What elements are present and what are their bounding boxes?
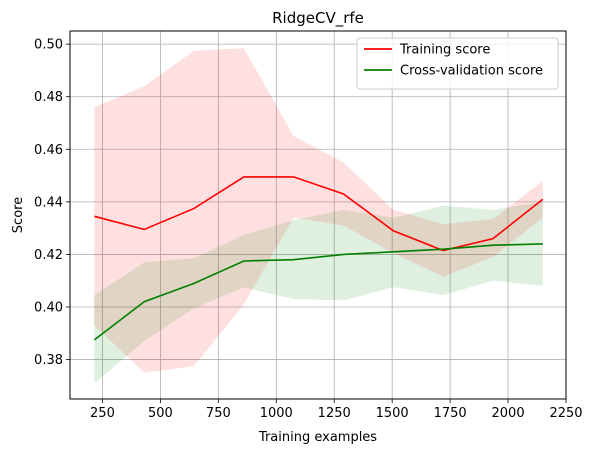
y-tick-label: 0.42: [34, 248, 63, 263]
x-tick-label: 1250: [318, 406, 351, 421]
x-tick-label: 1000: [260, 406, 293, 421]
x-tick-label: 2250: [549, 406, 582, 421]
y-tick-label: 0.40: [34, 301, 63, 316]
legend-box: [356, 37, 559, 90]
y-tick-label: 0.44: [34, 195, 63, 210]
x-axis: 250 500 750 1000 1250 1500 1750 2000 2250: [90, 399, 583, 421]
y-axis: 0.38 0.40 0.42 0.44 0.46 0.48 0.50: [34, 38, 70, 368]
x-tick-label: 500: [148, 406, 173, 421]
x-tick-label: 2000: [492, 406, 525, 421]
x-axis-label: Training examples: [258, 430, 377, 445]
cross-validation-score-line: [93, 243, 543, 341]
bands: [94, 48, 543, 384]
legend: Training score Cross-validation score: [356, 37, 559, 90]
plot-frame: [69, 30, 567, 400]
x-tick-label: 750: [206, 406, 231, 421]
y-tick-label: 0.50: [34, 38, 63, 53]
training-score-line: [94, 176, 544, 252]
x-tick-label: 1500: [376, 406, 409, 421]
y-tick-label: 0.46: [34, 143, 63, 158]
cross-validation-score-band: [94, 201, 543, 384]
y-tick-label: 0.48: [34, 90, 63, 105]
chart-title: RidgeCV_rfe: [272, 9, 364, 28]
y-tick-label: 0.38: [34, 353, 63, 368]
series-lines: [93, 176, 544, 341]
x-tick-label: 250: [90, 406, 115, 421]
legend-label-training: Training score: [399, 43, 490, 58]
training-score-band: [94, 48, 543, 373]
x-tick-label: 1750: [434, 406, 467, 421]
legend-label-cross-validation: Cross-validation score: [400, 64, 543, 79]
y-axis-label: Score: [11, 197, 26, 233]
